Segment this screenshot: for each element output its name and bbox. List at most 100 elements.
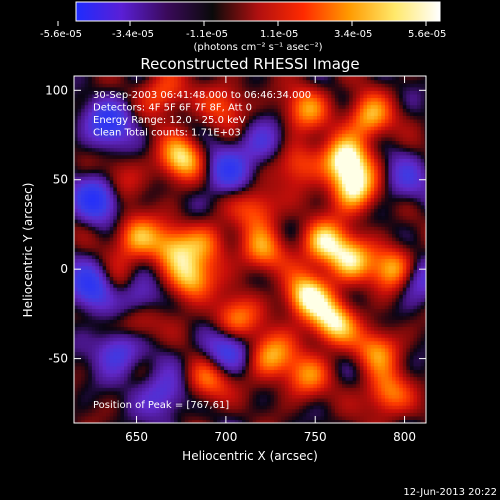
heatmap-cell — [88, 204, 93, 209]
heatmap-cell — [249, 283, 254, 288]
heatmap-cell — [188, 83, 193, 88]
heatmap-cell — [238, 315, 243, 320]
heatmap-cell — [88, 201, 93, 206]
heatmap-cell — [184, 376, 189, 381]
heatmap-cell — [106, 319, 111, 324]
heatmap-cell — [74, 79, 79, 84]
heatmap-cell — [149, 326, 154, 331]
heatmap-cell — [213, 143, 218, 149]
heatmap-cell — [74, 172, 79, 177]
heatmap-cell — [245, 290, 250, 295]
heatmap-cell — [106, 111, 111, 116]
heatmap-cell — [177, 387, 182, 392]
heatmap-cell — [109, 290, 114, 295]
heatmap-cell — [231, 93, 236, 99]
heatmap-cell — [113, 337, 118, 342]
heatmap-cell — [191, 111, 197, 116]
heatmap-cell — [227, 83, 232, 88]
heatmap-cell — [91, 101, 97, 106]
heatmap-cell — [116, 358, 122, 363]
heatmap-cell — [216, 254, 222, 260]
heatmap-cell — [238, 172, 243, 177]
heatmap-cell — [74, 412, 79, 417]
heatmap-cell — [124, 226, 129, 231]
heatmap-cell — [206, 165, 211, 170]
heatmap-cell — [102, 405, 107, 410]
heatmap-cell — [177, 355, 182, 360]
heatmap-cell — [99, 329, 104, 335]
heatmap-cell — [202, 122, 207, 127]
heatmap-cell — [152, 93, 157, 99]
heatmap-cell — [181, 272, 186, 277]
heatmap-cell — [234, 154, 239, 159]
heatmap-cell — [209, 333, 214, 338]
heatmap-cell — [199, 279, 204, 285]
heatmap-cell — [234, 401, 239, 406]
heatmap-cell — [156, 294, 161, 299]
heatmap-cell — [145, 190, 150, 195]
heatmap-cell — [252, 158, 257, 163]
heatmap-cell — [163, 394, 168, 399]
heatmap-cell — [249, 240, 254, 245]
heatmap-cell — [106, 140, 111, 145]
heatmap-cell — [213, 312, 218, 317]
heatmap-cell — [149, 301, 154, 306]
heatmap-cell — [166, 226, 172, 231]
heatmap-cell — [252, 76, 257, 81]
heatmap-cell — [238, 376, 243, 381]
heatmap-cell — [102, 136, 107, 141]
heatmap-cell — [116, 211, 122, 217]
heatmap-cell — [95, 111, 100, 116]
heatmap-cell — [102, 176, 107, 181]
heatmap-cell — [174, 308, 179, 313]
heatmap-cell — [109, 301, 114, 306]
heatmap-cell — [170, 93, 175, 99]
heatmap-cell — [131, 226, 136, 231]
heatmap-cell — [234, 387, 239, 392]
heatmap-cell — [134, 158, 139, 163]
heatmap-cell — [166, 294, 172, 299]
heatmap-cell — [81, 390, 86, 395]
heatmap-cell — [166, 158, 172, 163]
heatmap-cell — [113, 222, 118, 227]
heatmap-cell — [99, 401, 104, 406]
heatmap-cell — [131, 251, 136, 256]
heatmap-cell — [227, 136, 232, 141]
heatmap-cell — [74, 197, 79, 202]
heatmap-cell — [84, 358, 89, 363]
heatmap-cell — [256, 322, 261, 328]
heatmap-cell — [156, 244, 161, 249]
heatmap-cell — [138, 254, 143, 260]
heatmap-cell — [131, 315, 136, 320]
heatmap-cell — [213, 408, 218, 413]
heatmap-cell — [149, 169, 154, 174]
heatmap-cell — [131, 172, 136, 177]
heatmap-cell — [159, 222, 164, 227]
heatmap-cell — [159, 376, 164, 381]
heatmap-cell — [224, 390, 229, 395]
heatmap-cell — [152, 276, 157, 281]
heatmap-cell — [141, 240, 147, 245]
heatmap-cell — [149, 340, 154, 345]
heatmap-cell — [95, 383, 100, 388]
heatmap-cell — [91, 201, 97, 206]
heatmap-cell — [199, 376, 204, 381]
heatmap-cell — [131, 312, 136, 317]
heatmap-cell — [109, 244, 114, 249]
heatmap-cell — [109, 251, 114, 256]
heatmap-cell — [184, 383, 189, 388]
heatmap-cell — [159, 405, 164, 410]
heatmap-cell — [109, 276, 114, 281]
heatmap-cell — [216, 304, 222, 310]
heatmap-cell — [199, 93, 204, 99]
heatmap-cell — [145, 254, 150, 260]
heatmap-cell — [138, 226, 143, 231]
heatmap-cell — [127, 79, 132, 84]
heatmap-cell — [88, 86, 93, 91]
heatmap-cell — [174, 304, 179, 310]
heatmap-cell — [95, 93, 100, 99]
heatmap-cell — [113, 211, 118, 217]
heatmap-cell — [127, 319, 132, 324]
heatmap-cell — [120, 219, 125, 224]
heatmap-cell — [159, 276, 164, 281]
